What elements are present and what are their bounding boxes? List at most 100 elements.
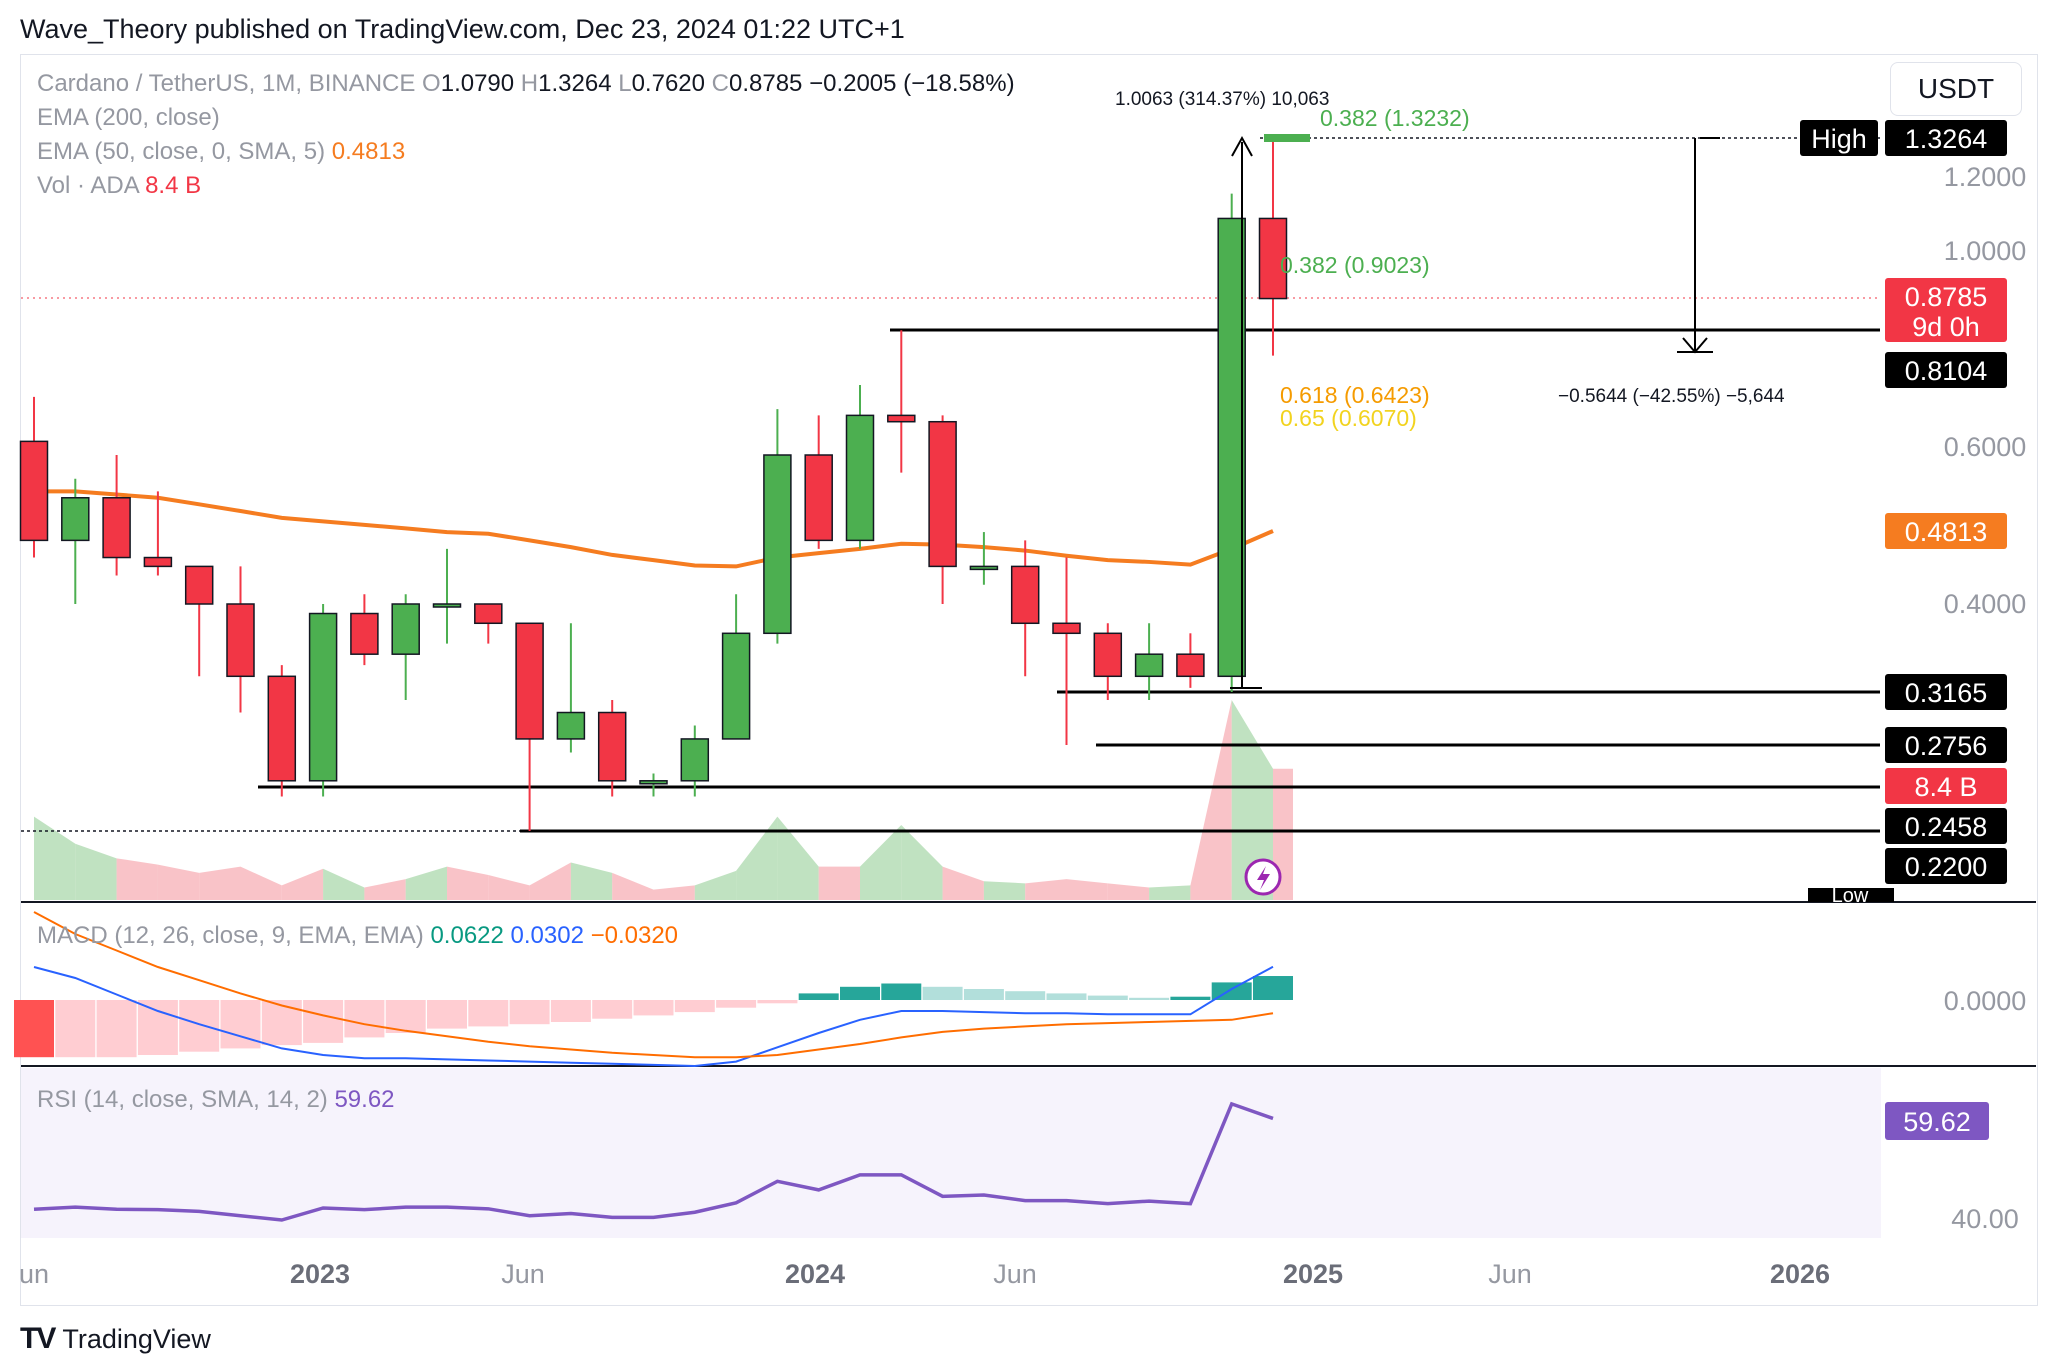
macd-hist-bar-22	[922, 986, 963, 1000]
legend-l-label: L	[618, 70, 632, 97]
rsi-line	[33, 1101, 1274, 1222]
legend-vol-row[interactable]: Vol · ADA 8.4 B	[37, 172, 201, 200]
price-label-box-7	[1885, 808, 2007, 844]
macd-hist-bar-4	[179, 1000, 220, 1052]
candle-body-26	[1093, 632, 1123, 678]
volume-area-9	[405, 866, 447, 900]
rsi-value-label: 59.62	[1903, 1107, 1971, 1137]
macd-hist-bar-1	[55, 1000, 96, 1058]
legend-c-label: C	[711, 70, 729, 97]
legend-ema50-row[interactable]: EMA (50, close, 0, SMA, 5) 0.4813	[37, 138, 405, 166]
price-label-3: 0.4813	[1905, 517, 1988, 547]
macd-hist-bar-2	[96, 1000, 137, 1058]
x-tick-0: un	[19, 1259, 49, 1289]
macd-hist-bar-6	[261, 1000, 302, 1046]
price-label-box-6	[1885, 768, 2007, 804]
candle-body-30	[1258, 217, 1288, 300]
volume-area-27	[1149, 885, 1191, 900]
currency-button[interactable]: USDT	[1890, 62, 2022, 116]
legend-vol-value: 8.4 B	[145, 172, 202, 199]
macd-hist-bar-7	[303, 1000, 344, 1043]
candle-body-16	[680, 738, 710, 782]
x-tick-5: 2025	[1283, 1259, 1343, 1289]
price-label-4: 0.3165	[1905, 678, 1988, 708]
candle-body-25	[1052, 622, 1081, 635]
volume-area-19	[818, 866, 860, 900]
alert-bolt-glyph-icon	[1257, 866, 1270, 890]
volume-area-28	[1190, 700, 1232, 900]
volume-area-21	[901, 825, 943, 900]
candle-body-21	[887, 414, 916, 423]
price-label-5: 0.2756	[1905, 731, 1988, 761]
publisher-line: Wave_Theory published on TradingView.com…	[20, 14, 905, 44]
candle-body-24	[1010, 565, 1040, 625]
price-label-6: 8.4 B	[1914, 772, 1977, 802]
candle-body-3	[143, 556, 173, 568]
volume-area-29	[1231, 700, 1273, 900]
candle-body-23	[969, 565, 999, 571]
legend-vol: Vol · ADA	[37, 172, 139, 199]
price-label-1: 0.8785	[1905, 282, 1988, 312]
macd-hist-bar-15	[633, 1000, 674, 1016]
volume-area-20	[860, 825, 902, 900]
volume-area-25	[1066, 879, 1108, 900]
low-tag-box	[1808, 888, 1894, 902]
legend-rsi: RSI (14, close, SMA, 14, 2)	[37, 1086, 328, 1113]
legend-symbol[interactable]: Cardano / TetherUS, 1M, BINANCE	[37, 70, 416, 97]
y-tick-1: 1.0000	[1944, 236, 2027, 266]
legend-macd-v2: 0.0302	[510, 922, 584, 949]
price-label-box-1	[1885, 278, 2007, 342]
candle-body-22	[928, 420, 957, 568]
price-label-box-4	[1885, 674, 2007, 710]
price-label-8: 0.2200	[1905, 852, 1988, 882]
ema50-line	[34, 489, 1274, 569]
price-tag-box-0	[1800, 120, 1878, 156]
y-tick-3: 0.4000	[1944, 589, 2027, 619]
macd-hist-bar-17	[716, 1000, 757, 1008]
volume-area-3	[157, 864, 200, 900]
legend-o-value: 1.0790	[440, 70, 515, 97]
price-label-2: 0.8104	[1905, 356, 1988, 386]
candle-body-11	[474, 603, 503, 625]
macd-hist-bar-10	[427, 1000, 467, 1029]
candle-body-10	[432, 603, 462, 608]
volume-area-11	[488, 875, 530, 900]
candle-body-4	[184, 565, 214, 605]
legend-macd-row[interactable]: MACD (12, 26, close, 9, EMA, EMA) 0.0622…	[37, 922, 678, 950]
legend-symbol-row: Cardano / TetherUS, 1M, BINANCE O1.0790 …	[37, 70, 1015, 98]
legend-o-label: O	[422, 70, 441, 97]
macd-hist-bar-0	[14, 1000, 54, 1058]
tradingview-logo[interactable]: TV TradingView	[20, 1322, 211, 1356]
legend-h-value: 1.3264	[538, 70, 612, 97]
price-label-box-3	[1885, 513, 2007, 549]
candle-body-8	[350, 612, 379, 655]
volume-area-1	[75, 843, 117, 900]
macd-hist-bar-30	[1253, 976, 1293, 1000]
volume-area-2	[116, 858, 158, 900]
legend-h-label: H	[520, 70, 539, 97]
volume-area-10	[447, 866, 489, 900]
candle-body-19	[804, 454, 833, 542]
candle-body-20	[845, 414, 875, 542]
price-label-box-0	[1885, 120, 2007, 156]
x-tick-6: Jun	[1488, 1259, 1532, 1289]
legend-ema200[interactable]: EMA (200, close)	[37, 104, 220, 131]
rise-arrow-icon	[1231, 135, 1253, 157]
volume-area-17	[736, 816, 778, 900]
macd-hist-bar-16	[674, 1000, 715, 1013]
legend-rsi-row[interactable]: RSI (14, close, SMA, 14, 2) 59.62	[37, 1086, 395, 1114]
macd-hist-bar-23	[963, 989, 1004, 1000]
candle-body-27	[1134, 653, 1164, 678]
legend-macd-v3: −0.0320	[590, 922, 679, 949]
rsi-value-box	[1885, 1102, 1989, 1140]
macd-y-tick-0: 0.0000	[1944, 986, 2027, 1016]
macd-hist-bar-19	[798, 993, 839, 1000]
legend-rsi-value: 59.62	[334, 1086, 395, 1113]
price-label-7: 0.2458	[1905, 812, 1988, 842]
candle-body-7	[308, 612, 338, 782]
fib-1-3232-marker	[1264, 134, 1310, 142]
volume-area-7	[323, 868, 365, 900]
volume-area-0	[34, 816, 76, 900]
candle-body-1	[61, 497, 90, 542]
